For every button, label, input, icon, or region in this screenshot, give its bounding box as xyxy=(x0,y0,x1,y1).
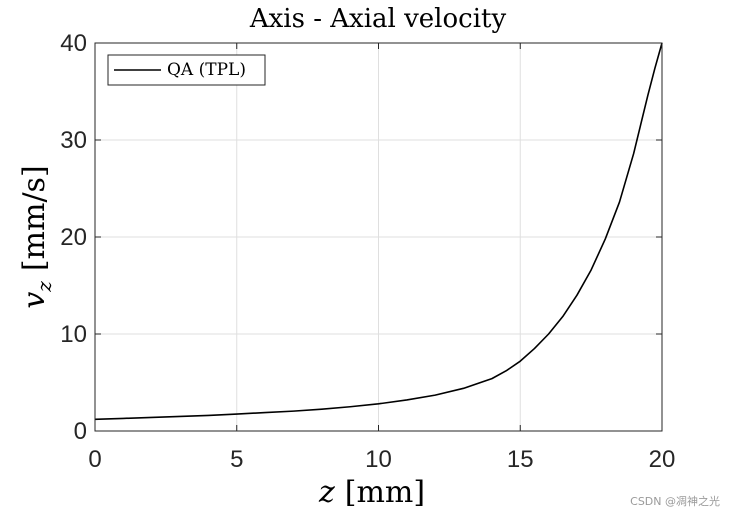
y-tick-label: 40 xyxy=(60,30,87,57)
y-axis-subscript: z xyxy=(32,281,56,293)
y-axis-var: v xyxy=(17,292,52,309)
x-tick-label: 20 xyxy=(649,446,676,473)
x-tick-label: 15 xyxy=(507,446,534,473)
x-tick-label: 10 xyxy=(365,446,392,473)
y-tick-label: 20 xyxy=(60,224,87,251)
x-axis-unit: [mm] xyxy=(345,475,425,510)
series-line xyxy=(94,42,663,421)
x-tick-labels: 0 5 10 15 20 xyxy=(88,446,675,473)
series-group xyxy=(94,42,663,421)
x-tick-label: 0 xyxy=(88,446,101,473)
legend-label: QA (TPL) xyxy=(167,60,246,80)
watermark: CSDN @凋神之光 xyxy=(630,494,720,508)
svg-text:vz[mm/s]: vz [mm/s] xyxy=(17,165,56,308)
x-axis-var: z xyxy=(318,475,335,510)
y-axis-unit: [mm/s] xyxy=(17,165,52,271)
y-tick-label: 0 xyxy=(74,418,87,445)
chart-title: Axis - Axial velocity xyxy=(249,4,507,34)
x-axis-label: z [mm] xyxy=(318,475,425,510)
x-tick-label: 5 xyxy=(230,446,243,473)
legend: QA (TPL) xyxy=(107,54,266,86)
y-tick-labels: 0 10 20 30 40 xyxy=(60,30,87,445)
y-tick-label: 10 xyxy=(60,321,87,348)
tick-marks xyxy=(94,42,663,432)
y-tick-label: 30 xyxy=(60,127,87,154)
y-axis-label: vz [mm/s] xyxy=(17,165,56,308)
grid xyxy=(95,43,662,431)
